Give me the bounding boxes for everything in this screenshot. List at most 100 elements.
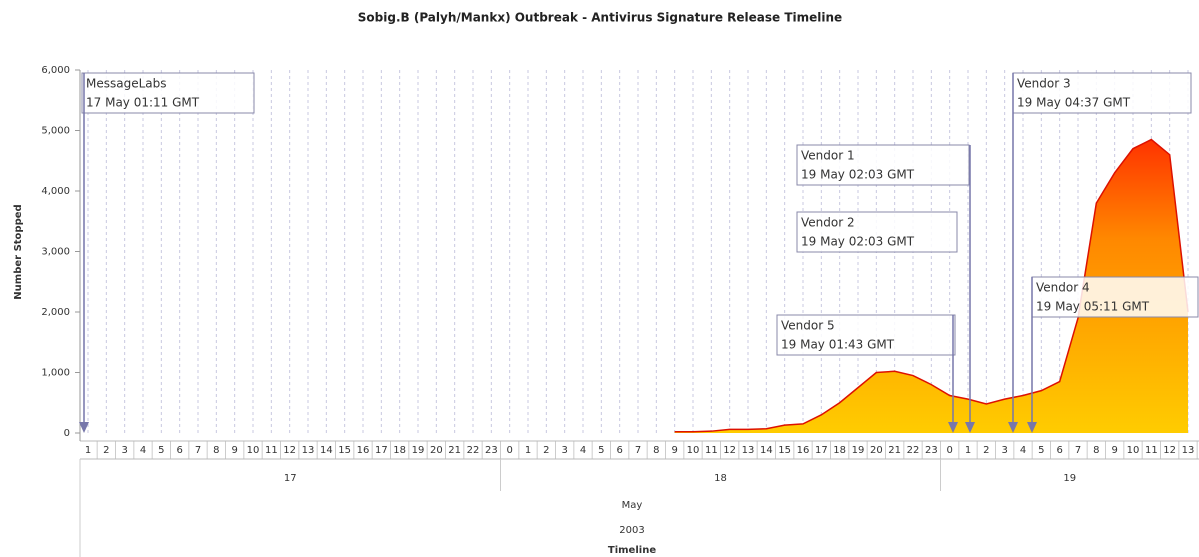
x-tick-label: 18: [393, 445, 406, 456]
annotation-title: Vendor 1: [801, 149, 855, 163]
y-tick-label: 0: [64, 428, 70, 439]
x-tick-label: 1: [965, 445, 971, 456]
annotation: MessageLabs 17 May 01:11 GMT: [79, 72, 255, 433]
annotation-title: Vendor 4: [1036, 281, 1090, 295]
x-tick-label: 9: [231, 445, 237, 456]
area-line: [674, 138, 1189, 433]
x-tick-label: 21: [888, 445, 901, 456]
x-tick-label: 23: [485, 445, 498, 456]
x-tick-label: 22: [467, 445, 480, 456]
y-tick-label: 3,000: [41, 247, 70, 258]
arrow-head: [79, 422, 89, 433]
annotation-time: 19 May 01:43 GMT: [781, 338, 895, 352]
x-tick-label: 1: [85, 445, 91, 456]
x-tick-label: 14: [760, 445, 773, 456]
x-tick-label: 0: [506, 445, 512, 456]
x-tick-label: 4: [580, 445, 586, 456]
x-tick-label: 3: [121, 445, 127, 456]
x-tick-label: 7: [1075, 445, 1081, 456]
x-tick-label: 5: [1038, 445, 1044, 456]
annotation: Vendor 3 19 May 04:37 GMT: [1008, 72, 1192, 433]
annotation: Vendor 4 19 May 05:11 GMT: [1027, 276, 1199, 433]
x-tick-label: 23: [925, 445, 938, 456]
x-tick-label: 17: [815, 445, 828, 456]
annotation-box: [796, 144, 970, 186]
x-tick-label: 12: [723, 445, 736, 456]
x-tick-label: 15: [338, 445, 351, 456]
x-tick-label: 0: [946, 445, 952, 456]
x-tick-label: 18: [833, 445, 846, 456]
day-label: 18: [714, 473, 727, 484]
x-tick-label: 2: [103, 445, 109, 456]
x-tick-label: 19: [412, 445, 425, 456]
annotation-title: Vendor 2: [801, 216, 855, 230]
x-tick-label: 8: [653, 445, 659, 456]
x-tick-label: 22: [907, 445, 920, 456]
year-label: 2003: [619, 525, 644, 536]
x-tick-label: 21: [448, 445, 461, 456]
arrow-head: [965, 422, 975, 433]
x-tick-label: 13: [302, 445, 315, 456]
x-tick-label: 6: [1056, 445, 1062, 456]
x-tick-label: 19: [852, 445, 865, 456]
annotation-time: 19 May 04:37 GMT: [1017, 96, 1131, 110]
x-tick-label: 5: [158, 445, 164, 456]
x-tick-label: 11: [705, 445, 718, 456]
arrow-head: [948, 422, 958, 433]
annotation-box: [81, 72, 255, 114]
x-tick-label: 8: [213, 445, 219, 456]
x-tick-label: 20: [430, 445, 443, 456]
x-tick-label: 10: [687, 445, 700, 456]
x-tick-label: 9: [671, 445, 677, 456]
x-tick-label: 10: [1127, 445, 1140, 456]
y-tick-label: 4,000: [41, 186, 70, 197]
x-tick-label: 5: [598, 445, 604, 456]
y-tick-label: 5,000: [41, 126, 70, 137]
x-tick-label: 10: [247, 445, 260, 456]
annotation-title: MessageLabs: [86, 77, 167, 91]
x-tick-label: 20: [870, 445, 883, 456]
x-tick-label: 6: [176, 445, 182, 456]
day-label: 19: [1063, 473, 1076, 484]
x-tick-label: 13: [1182, 445, 1195, 456]
annotation-time: 19 May 02:03 GMT: [801, 235, 915, 249]
x-tick-label: 9: [1111, 445, 1117, 456]
annotation-time: 19 May 05:11 GMT: [1036, 300, 1150, 314]
x-tick-label: 2: [983, 445, 989, 456]
x-tick-label: 7: [195, 445, 201, 456]
x-tick-label: 3: [1001, 445, 1007, 456]
x-axis-label: Timeline: [608, 545, 656, 556]
y-tick-label: 1,000: [41, 368, 70, 379]
arrow-head: [1027, 422, 1037, 433]
annotation-box: [1031, 276, 1199, 318]
annotation: Vendor 2 19 May 02:03 GMT: [796, 211, 958, 253]
annotation-box: [796, 211, 958, 253]
chart-title: Sobig.B (Palyh/Mankx) Outbreak - Antivir…: [358, 11, 842, 25]
x-tick-label: 12: [1163, 445, 1176, 456]
x-tick-label: 6: [616, 445, 622, 456]
y-tick-label: 6,000: [41, 65, 70, 76]
annotation-time: 19 May 02:03 GMT: [801, 168, 915, 182]
annotation: Vendor 5 19 May 01:43 GMT: [776, 314, 958, 433]
annotation-title: Vendor 3: [1017, 77, 1071, 91]
x-tick-label: 11: [1145, 445, 1158, 456]
x-tick-label: 16: [797, 445, 810, 456]
x-tick-label: 15: [778, 445, 791, 456]
x-tick-label: 1: [525, 445, 531, 456]
x-tick-label: 14: [320, 445, 333, 456]
x-tick-label: 12: [283, 445, 296, 456]
day-label: 17: [284, 473, 297, 484]
month-label: May: [622, 500, 643, 511]
annotation: Vendor 1 19 May 02:03 GMT: [796, 144, 975, 433]
annotation-box: [776, 314, 956, 356]
x-tick-label: 2: [543, 445, 549, 456]
x-tick-label: 17: [375, 445, 388, 456]
y-axis-label: Number Stopped: [13, 204, 24, 299]
x-tick-label: 4: [1020, 445, 1026, 456]
y-tick-label: 2,000: [41, 307, 70, 318]
annotation-box: [1012, 72, 1192, 114]
x-tick-label: 13: [742, 445, 755, 456]
x-tick-label: 11: [265, 445, 278, 456]
x-tick-label: 16: [357, 445, 370, 456]
